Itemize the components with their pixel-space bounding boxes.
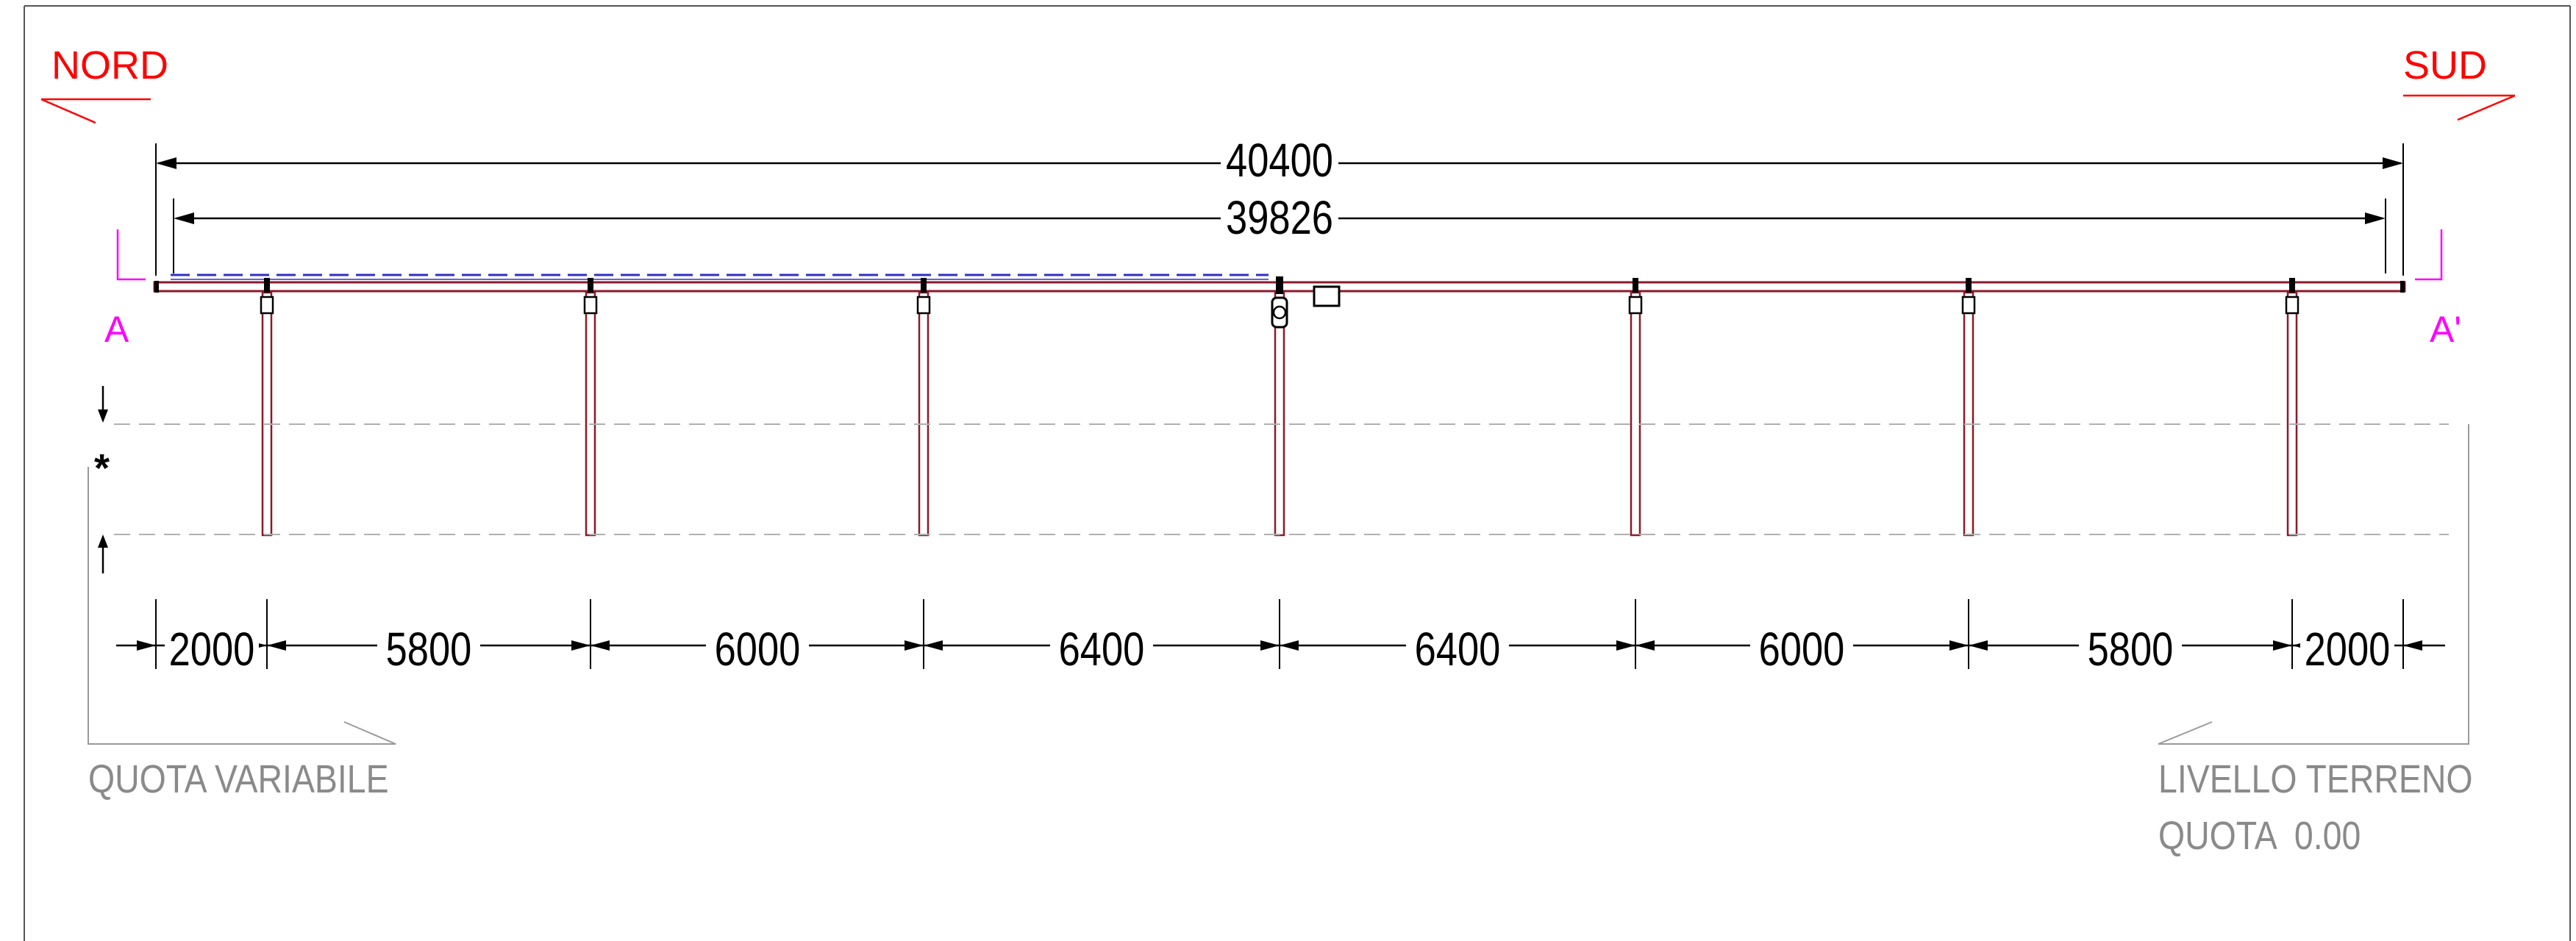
tube-end-left [154,281,159,293]
drive-motor-box [1313,285,1341,307]
span-dim-value: 6400 [1059,623,1145,676]
span-dim-value: 5800 [386,623,472,676]
support-post [2285,278,2300,537]
ground-elevation-label: QUOTA 0.00 [2158,813,2361,858]
tracker-structure [153,273,2406,537]
central-drive-post [1271,276,1341,537]
asterisk-mark: * [94,446,110,490]
ground-level-leader [2158,424,2469,745]
variable-height-label: QUOTA VARIABILE [88,756,389,801]
rail-dim-text-bg [1221,191,1338,243]
variable-height-callout: QUOTA VARIABILE [88,467,396,801]
span-dim-value: 6000 [1759,623,1845,676]
section-label-a-prime: A' [2430,309,2461,350]
support-post [916,278,931,537]
north-label: NORD [51,43,168,87]
section-label-a: A [104,309,129,350]
section-bracket-a [116,229,146,281]
span-dimension-chain: 2000 5800 6000 6400 6400 6000 5800 2000 [116,599,2445,676]
support-post [1628,278,1643,537]
section-bracket-a-prime [2415,229,2443,281]
span-dim-values: 2000 5800 6000 6400 6400 6000 5800 2000 [169,623,2391,676]
rail-dimension: 39826 [173,191,2386,273]
drawing-frame [24,5,2571,941]
section-marker-a: A [104,229,146,350]
north-marker: NORD [40,43,168,124]
span-dim-ticks [155,599,2404,669]
tube-end-right [2400,281,2405,293]
overall-dim-value: 40400 [1226,135,1333,187]
rail-dim-arrow-left [174,212,194,224]
overall-dimension: 40400 [155,135,2404,276]
south-arrow [2403,94,2516,121]
span-dim-value: 6400 [1415,623,1501,676]
support-post [260,278,274,537]
ground-guide-lines [114,423,2449,535]
overall-dim-arrow-right [2383,157,2403,169]
north-arrow [40,98,151,124]
support-post [1961,278,1976,537]
ground-level-label: LIVELLO TERRENO [2158,756,2473,801]
span-dim-text-bgs [165,623,2394,669]
span-dim-value: 2000 [169,623,255,676]
span-dim-value: 6000 [715,623,801,676]
south-marker: SUD [2403,43,2516,121]
span-dim-value: 2000 [2305,623,2391,676]
rail-dim-value: 39826 [1226,192,1333,244]
rail-dim-arrow-right [2365,212,2386,224]
support-post [583,278,598,537]
span-dim-value: 5800 [2088,623,2174,676]
span-dim-arrows [137,640,2422,651]
ground-level-callout: LIVELLO TERRENO QUOTA 0.00 [2158,424,2473,858]
overall-dim-arrow-left [156,157,176,169]
variable-height-indicator: * [94,386,110,573]
overall-dim-text-bg [1221,136,1338,187]
south-label: SUD [2403,43,2487,87]
section-marker-a-prime: A' [2415,229,2461,350]
variable-height-leader [88,467,396,745]
